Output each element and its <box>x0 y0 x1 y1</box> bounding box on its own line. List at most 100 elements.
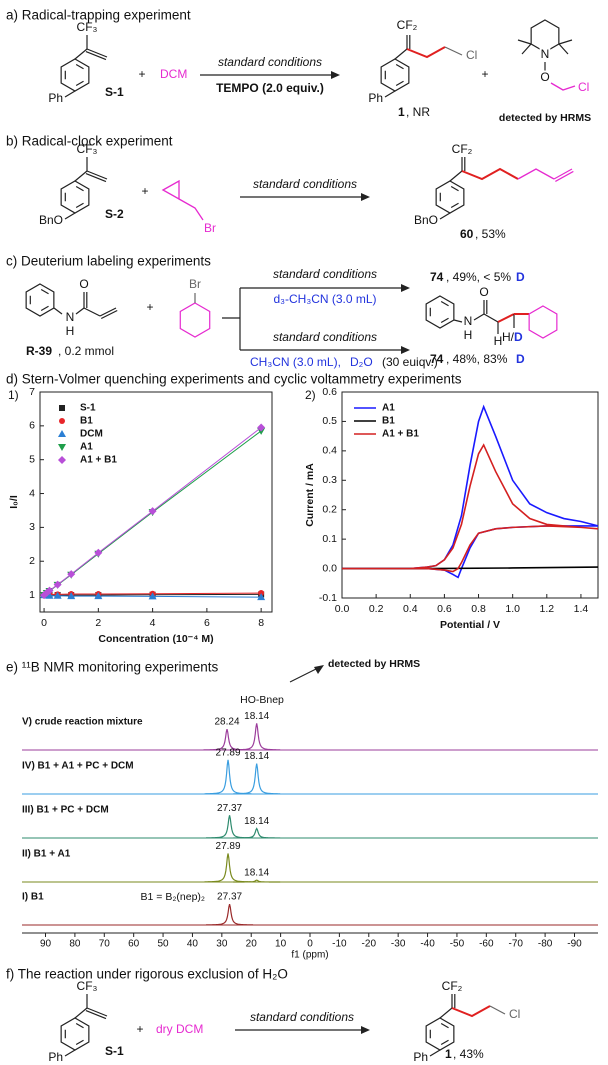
solvent-bottom-2: D₂O <box>350 355 373 369</box>
x-tick-label: 1.2 <box>539 603 554 615</box>
y-axis-label: Current / mA <box>304 463 316 527</box>
bond <box>406 46 446 59</box>
marker <box>94 592 103 600</box>
x-tick-label: 0.8 <box>471 603 486 615</box>
tempo-cl: Cl <box>578 80 589 94</box>
ring <box>25 283 55 317</box>
product-nh: H <box>464 328 473 342</box>
bond <box>517 168 555 180</box>
x-tick-label: 90 <box>40 939 52 950</box>
marker <box>45 586 54 595</box>
product-top-yield: , 49%, < 5% <box>446 270 511 284</box>
product-h: H <box>494 334 503 348</box>
product-top-d: D <box>516 270 525 284</box>
plus: + <box>136 1022 143 1036</box>
peak <box>233 763 281 795</box>
bond <box>553 168 573 180</box>
bond <box>64 90 76 98</box>
legend-label: A1 + B1 <box>382 429 419 440</box>
peak-label: 27.89 <box>216 747 241 758</box>
title: f) The reaction under rigorous exclusion… <box>6 967 288 982</box>
x-tick-label: 1.0 <box>505 603 520 615</box>
peak-label: 18.14 <box>244 868 269 879</box>
x-tick-label: 6 <box>204 617 210 629</box>
x-tick-label: 80 <box>69 939 81 950</box>
bond <box>85 51 107 61</box>
legend-label: A1 + B1 <box>80 455 117 466</box>
legend-marker <box>58 444 66 451</box>
bond <box>555 170 574 182</box>
x-tick-label: -30 <box>391 939 406 950</box>
product-num: 1 <box>445 1047 452 1061</box>
peak <box>233 827 281 839</box>
marker <box>257 593 266 601</box>
marker <box>53 591 62 599</box>
reactant-ph: Ph <box>48 91 63 105</box>
bond <box>99 307 117 317</box>
legend-label: A1 <box>382 403 395 414</box>
x-tick-label: 70 <box>99 939 111 950</box>
bond <box>40 288 49 295</box>
bond <box>74 1007 88 1019</box>
bond <box>439 1007 453 1019</box>
legend-marker <box>59 405 65 411</box>
plot-frame <box>39 391 273 613</box>
reactant-cf3: CF₃ <box>77 142 98 156</box>
reactant-label: S-1 <box>105 85 124 99</box>
x-tick-label: -90 <box>567 939 582 950</box>
plus2: + <box>481 67 488 81</box>
plus: + <box>141 184 148 198</box>
y-tick-label: 0.1 <box>322 533 337 545</box>
legend-label: B1 <box>382 416 395 427</box>
bond <box>40 305 49 312</box>
bond <box>74 48 88 60</box>
reactant-label: S-1 <box>105 1044 124 1058</box>
cond: standard conditions <box>250 1010 354 1024</box>
x-tick-label: 40 <box>187 939 199 950</box>
bond <box>178 198 204 221</box>
product-cl: Cl <box>509 1007 520 1021</box>
bond <box>450 202 459 209</box>
y-tick-label: 0.6 <box>322 386 337 398</box>
cond-bottom: standard conditions <box>273 330 377 344</box>
cond2: TEMPO (2.0 equiv.) <box>216 81 324 95</box>
bond <box>521 43 532 55</box>
cv-curve <box>342 443 599 573</box>
y-tick-label: -0.1 <box>319 592 337 604</box>
hobnep: HO-Bnep <box>240 694 284 706</box>
bond <box>429 1049 441 1057</box>
marker <box>67 570 76 579</box>
marker <box>94 548 103 557</box>
bond <box>395 63 404 70</box>
product-result: , NR <box>406 105 430 119</box>
reagent-br: Br <box>204 221 216 235</box>
x-tick-label: 0 <box>307 939 313 950</box>
product-num: 1 <box>398 105 405 119</box>
bond <box>100 309 118 320</box>
bond <box>394 48 408 60</box>
reactant-amount: , 0.2 mmol <box>58 344 114 358</box>
ring <box>179 302 211 338</box>
y-tick-label: 0.3 <box>322 474 337 486</box>
bond <box>83 307 101 317</box>
y-tick-label: 0.0 <box>322 562 337 574</box>
arrow-head <box>331 71 340 79</box>
reagent: DCM <box>160 67 187 81</box>
product-cf2: CF₂ <box>452 142 473 156</box>
legend-marker <box>58 430 66 437</box>
product-bottom-num: 74 <box>430 352 444 366</box>
title: e) ¹¹B NMR monitoring experiments <box>6 660 219 675</box>
bond <box>75 307 85 315</box>
ring <box>530 19 560 53</box>
product-bno: BnO <box>414 213 438 227</box>
cond1: standard conditions <box>218 55 322 69</box>
trace-label: I) B1 <box>22 892 44 903</box>
bond <box>64 212 76 220</box>
y-tick-label: 3 <box>29 521 35 533</box>
bond <box>483 313 499 323</box>
reactant-bno: BnO <box>39 213 63 227</box>
cv-curve <box>342 404 599 579</box>
x-tick-label: -80 <box>538 939 553 950</box>
amide-o: O <box>79 277 88 291</box>
product-d: D <box>514 330 523 344</box>
